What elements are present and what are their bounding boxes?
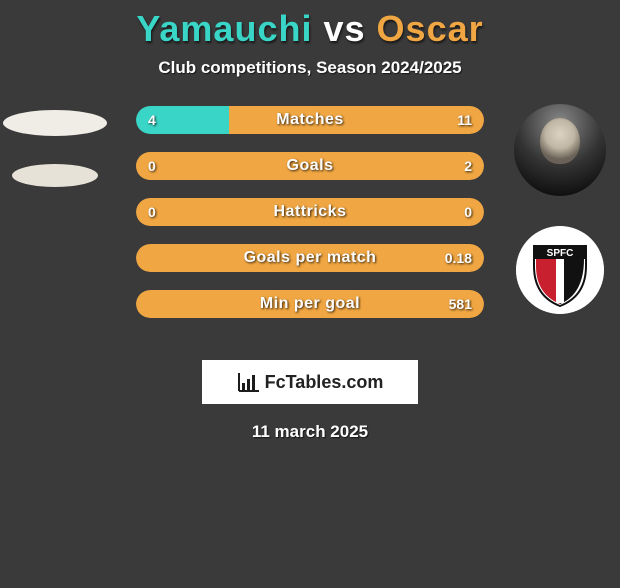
comparison-panel: SPFC Matches411Goals02Hattricks00Goals p… [0,106,620,336]
stat-value-right: 2 [464,152,472,180]
stat-bars: Matches411Goals02Hattricks00Goals per ma… [136,106,484,318]
stat-value-left: 0 [148,152,156,180]
brand-text: FcTables.com [265,372,384,393]
stat-row: Hattricks0 0 [136,198,484,226]
player1-club-placeholder [12,164,98,187]
stat-value-right: 0 [464,198,472,226]
left-player-column [0,106,110,187]
brand-box: FcTables.com [202,360,418,404]
stat-row: Goals0 2 [136,152,484,180]
svg-text:SPFC: SPFC [547,248,574,259]
stat-value-left: 0 [148,198,156,226]
stat-row: Min per goal581 [136,290,484,318]
stat-value-right: 11 [457,106,472,134]
stat-label: Hattricks [136,198,484,226]
stat-label: Matches [136,106,484,134]
stat-label: Goals per match [136,244,484,272]
date-label: 11 march 2025 [0,422,620,442]
stat-value-right: 0.18 [445,244,472,272]
player2-avatar [514,104,606,196]
title-separator: vs [323,8,365,49]
bar-chart-icon [237,371,261,393]
title-player1: Yamauchi [136,8,312,49]
stat-label: Goals [136,152,484,180]
comparison-title: Yamauchi vs Oscar [0,8,620,50]
stat-row: Matches4 11 [136,106,484,134]
stat-value-right: 581 [449,290,472,318]
player1-avatar-placeholder [3,110,107,136]
stat-row: Goals per match0.18 [136,244,484,272]
stat-value-left: 4 [148,106,156,134]
player2-club-badge: SPFC [516,226,604,314]
title-player2: Oscar [377,8,484,49]
stat-label: Min per goal [136,290,484,318]
subtitle: Club competitions, Season 2024/2025 [0,58,620,78]
right-player-column: SPFC [505,106,615,314]
